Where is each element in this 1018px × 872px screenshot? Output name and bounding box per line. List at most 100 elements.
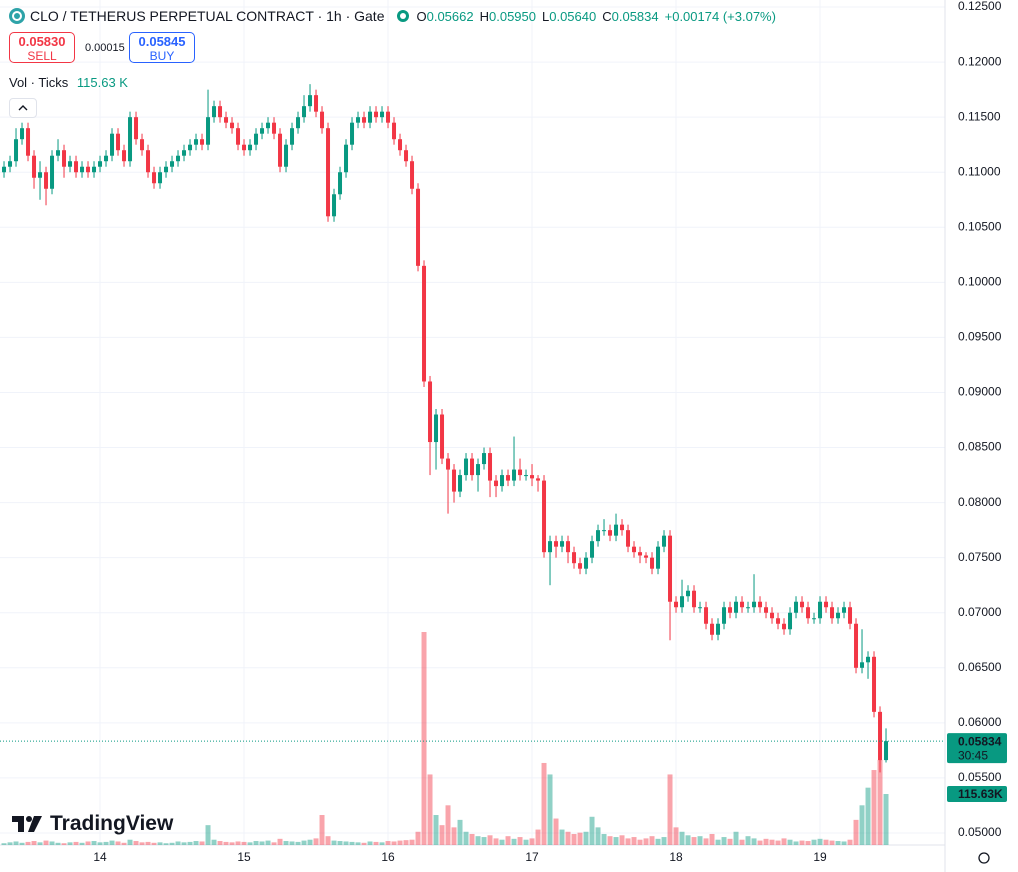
candle-body [854, 623, 859, 668]
volume-bar [169, 842, 175, 845]
candle-body [746, 607, 751, 609]
y-tick-label: 0.09500 [958, 330, 1002, 344]
x-tick-label: 14 [93, 850, 107, 864]
volume-bar [769, 839, 775, 845]
candle-body [260, 128, 265, 134]
candle-body [158, 172, 163, 184]
volume-bar [385, 841, 391, 845]
volume-bar [103, 841, 109, 845]
settings-icon[interactable] [978, 852, 990, 864]
volume-bar [829, 840, 835, 845]
y-tick-label: 0.11000 [958, 164, 1001, 178]
volume-bar [883, 794, 889, 845]
candle-body [152, 172, 157, 184]
volume-bar [337, 841, 343, 845]
volume-bar [277, 838, 283, 845]
volume-tag-label: 115.63K [958, 787, 1003, 801]
candle-body [770, 612, 775, 619]
volume-bar [751, 838, 757, 845]
y-tick-label: 0.06000 [958, 715, 1002, 729]
candle-body [146, 150, 151, 173]
volume-value: 115.63 K [76, 75, 128, 90]
volume-bar [811, 839, 817, 845]
volume-bar [163, 843, 169, 845]
ohlc-key: L [542, 9, 550, 24]
volume-bar [217, 841, 223, 845]
candle-body [824, 601, 829, 608]
x-tick-label: 15 [237, 850, 251, 864]
candle-body [302, 106, 307, 118]
volume-bar [463, 831, 469, 845]
volume-bar [31, 841, 37, 845]
volume-bar [475, 836, 481, 845]
candle-body [386, 111, 391, 123]
candle-body [734, 601, 739, 613]
candle-body [32, 155, 37, 178]
volume-bar [673, 827, 679, 845]
sell-button[interactable]: 0.05830 SELL [9, 32, 75, 63]
volume-bar [13, 841, 19, 845]
volume-bar [679, 831, 685, 845]
candle-body [284, 144, 289, 167]
volume-bar [427, 774, 433, 845]
candle-body [188, 144, 193, 151]
candle-body [74, 161, 79, 173]
y-tick-label: 0.05500 [958, 770, 1002, 784]
collapse-button[interactable] [9, 98, 37, 118]
candle-body [92, 166, 97, 173]
ohlc-values: O0.05662 H0.05950 L0.05640 C0.05834 [416, 8, 664, 24]
volume-bar [37, 842, 43, 845]
candle-body [344, 144, 349, 173]
volume-bar [115, 841, 121, 845]
candle-body [434, 414, 439, 443]
volume-bar [817, 838, 823, 845]
candle-body [842, 607, 847, 613]
candle-body [818, 601, 823, 619]
candle-body [830, 607, 835, 619]
volume-bar [793, 841, 799, 845]
countdown: 30:45 [958, 748, 988, 762]
volume-bar [445, 805, 451, 845]
symbol-title[interactable]: CLO / TETHERUS PERPETUAL CONTRACT · 1h ·… [30, 8, 385, 24]
candle-body [62, 150, 67, 167]
volume-bar [871, 770, 877, 845]
volume-bar [271, 842, 277, 845]
volume-bar [433, 815, 439, 845]
y-tick-label: 0.07000 [958, 605, 1002, 619]
volume-bar [523, 839, 529, 845]
brand-icon [12, 816, 42, 832]
candle-body [722, 607, 727, 624]
volume-bar [391, 841, 397, 845]
volume-bar [505, 836, 511, 845]
candle-body [362, 117, 367, 123]
candle-body [548, 541, 553, 553]
volume-bar [841, 841, 847, 845]
candle-body [620, 524, 625, 531]
candle-body [650, 557, 655, 569]
volume-layer [1, 632, 889, 845]
candle-body [758, 601, 763, 608]
candle-body [596, 530, 601, 542]
candle-body [416, 188, 421, 266]
y-tick-label: 0.08000 [958, 495, 1002, 509]
volume-bar [325, 836, 331, 845]
volume-bar [619, 835, 625, 845]
volume-bar [55, 842, 61, 845]
candle-body [290, 128, 295, 145]
volume-bar [493, 838, 499, 845]
volume-bar [289, 841, 295, 845]
volume-bar [541, 762, 547, 845]
volume-bar [181, 842, 187, 845]
volume-bar [535, 829, 541, 845]
volume-bar [343, 841, 349, 845]
candle-body [554, 541, 559, 547]
candle-body [266, 122, 271, 129]
buy-button[interactable]: 0.05845 BUY [129, 32, 195, 63]
volume-bar [367, 841, 373, 845]
ohlc-value: 0.05950 [489, 9, 536, 24]
candle-body [170, 161, 175, 167]
candle-body [86, 166, 91, 173]
price-tag [947, 733, 1007, 764]
volume-bar [67, 842, 73, 845]
